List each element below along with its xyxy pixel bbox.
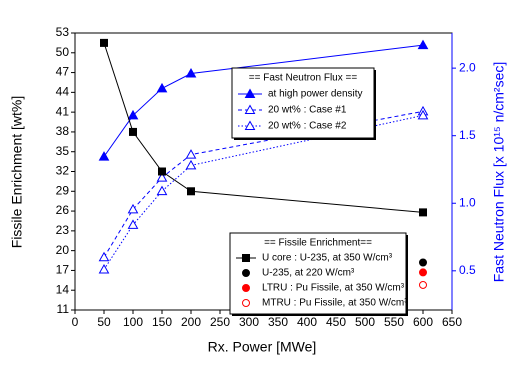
x-tick-label: 600 xyxy=(413,315,433,329)
y-tick-label: 23 xyxy=(56,223,70,237)
marker xyxy=(100,38,108,47)
marker xyxy=(419,208,427,217)
y-tick-label: 29 xyxy=(56,183,70,197)
y-tick-label: 14 xyxy=(56,282,70,296)
marker xyxy=(185,149,197,159)
marker xyxy=(156,172,168,182)
marker xyxy=(98,263,110,274)
x-axis-label: Rx. Power [MWe] xyxy=(208,339,317,355)
x-tick-label: 400 xyxy=(297,315,317,329)
x-tick-label: 650 xyxy=(442,315,462,329)
marker xyxy=(156,82,168,93)
legend-label: U-235, at 220 W/cm³ xyxy=(262,268,355,279)
x-tick-label: 500 xyxy=(355,315,375,329)
x-tick-label: 200 xyxy=(181,315,201,329)
marker xyxy=(98,251,110,262)
y-tick-label: 53 xyxy=(56,25,70,39)
marker xyxy=(127,109,139,120)
marker xyxy=(417,39,429,50)
x-tick-label: 150 xyxy=(152,315,172,329)
series-line xyxy=(103,114,424,270)
y-tick-label: 26 xyxy=(56,203,70,217)
x-tick-label: 300 xyxy=(239,315,259,329)
legend-box xyxy=(229,232,407,315)
marker xyxy=(185,68,197,78)
legend-label: 20 wt% : Case #1 xyxy=(268,105,347,116)
x-tick-label: 450 xyxy=(326,315,346,329)
marker xyxy=(98,151,110,161)
marker xyxy=(417,109,429,120)
y2-axis-label: Fast Neutron Flux [x 10¹⁵ n/cm²sec] xyxy=(491,62,507,283)
x-tick-label: 100 xyxy=(123,315,143,329)
marker xyxy=(242,299,250,307)
x-tick-label: 50 xyxy=(97,315,111,329)
x-tick-label: 350 xyxy=(268,315,288,329)
marker xyxy=(242,284,250,292)
marker xyxy=(242,269,250,277)
marker xyxy=(244,104,256,114)
marker xyxy=(127,203,139,214)
y-tick-label: 41 xyxy=(56,104,70,118)
x-tick-label: 250 xyxy=(210,315,230,329)
y-tick-label: 35 xyxy=(56,144,70,158)
marker xyxy=(244,88,256,98)
y-tick-label: 50 xyxy=(56,45,70,59)
y-tick-label: 11 xyxy=(57,302,70,316)
y2-tick-label: 2.0 xyxy=(459,60,476,74)
marker xyxy=(156,185,168,196)
marker xyxy=(187,187,195,196)
marker xyxy=(158,167,166,176)
y-tick-label: 44 xyxy=(56,85,70,99)
y-tick-label: 20 xyxy=(56,243,70,257)
y2-tick-label: 0.5 xyxy=(459,263,476,277)
legend-label: U core : U-235, at 350 W/cm³ xyxy=(262,253,393,264)
marker xyxy=(129,127,137,136)
marker xyxy=(127,219,139,229)
legend-label: at high power density xyxy=(268,89,363,100)
marker xyxy=(185,159,197,170)
legend-title: == Fissile Enrichment== xyxy=(264,238,372,249)
legend-title: == Fast Neutron Flux == xyxy=(249,73,358,84)
legend-label: MTRU : Pu Fissile, at 350 W/cm³ xyxy=(262,298,408,309)
legend-label: 20 wt% : Case #2 xyxy=(268,121,347,132)
x-tick-label: 550 xyxy=(384,315,404,329)
marker xyxy=(419,268,427,277)
y-tick-label: 47 xyxy=(56,65,70,79)
marker xyxy=(419,258,427,267)
legend-label: LTRU : Pu Fissile, at 350 W/cm³ xyxy=(262,283,405,294)
y2-tick-label: 1.0 xyxy=(459,195,476,209)
y-axis-label: Fissile Enrichment [wt%] xyxy=(9,96,25,248)
marker xyxy=(244,120,256,130)
y-tick-label: 38 xyxy=(56,124,70,138)
marker xyxy=(419,280,427,289)
marker xyxy=(242,254,250,262)
y-tick-label: 17 xyxy=(56,263,70,277)
y-tick-label: 32 xyxy=(56,164,70,178)
y2-tick-label: 1.5 xyxy=(459,128,476,142)
x-tick-label: 0 xyxy=(72,315,79,329)
